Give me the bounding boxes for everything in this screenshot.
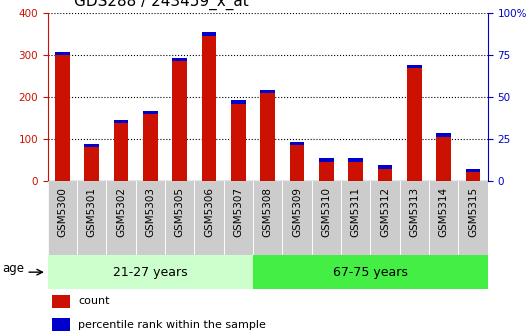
Text: GSM5305: GSM5305 (175, 187, 184, 237)
Bar (202, 32, 216, 181)
Bar (289, 141, 304, 145)
Bar (253, 181, 282, 255)
Bar (172, 57, 187, 61)
Text: age: age (2, 262, 24, 275)
Bar (84, 144, 99, 181)
Text: GSM5313: GSM5313 (409, 187, 419, 238)
Text: GSM5310: GSM5310 (321, 187, 331, 237)
Bar (231, 100, 246, 104)
Text: GSM5302: GSM5302 (116, 187, 126, 237)
Bar (143, 111, 158, 114)
Bar (172, 57, 187, 181)
Bar (466, 169, 480, 172)
Bar (48, 255, 253, 289)
Bar (289, 141, 304, 181)
Text: GSM5303: GSM5303 (145, 187, 155, 237)
Bar (341, 181, 370, 255)
Text: GSM5306: GSM5306 (204, 187, 214, 237)
Text: GSM5312: GSM5312 (380, 187, 390, 238)
Bar (429, 181, 458, 255)
Text: GSM5309: GSM5309 (292, 187, 302, 237)
Bar (55, 52, 69, 55)
Bar (253, 255, 488, 289)
Bar (319, 158, 334, 162)
Bar (143, 111, 158, 181)
Bar (260, 90, 275, 93)
Bar (52, 318, 69, 331)
Bar (312, 181, 341, 255)
Bar (55, 52, 69, 181)
Text: GSM5314: GSM5314 (439, 187, 448, 238)
Bar (202, 32, 216, 36)
Bar (84, 144, 99, 147)
Bar (231, 100, 246, 181)
Text: 21-27 years: 21-27 years (113, 266, 188, 279)
Bar (377, 166, 392, 169)
Text: GSM5300: GSM5300 (57, 187, 67, 237)
Text: GDS288 / 243459_x_at: GDS288 / 243459_x_at (74, 0, 249, 10)
Bar (224, 181, 253, 255)
Bar (107, 181, 136, 255)
Bar (436, 133, 451, 181)
Bar (348, 158, 363, 162)
Bar (466, 169, 480, 181)
Bar (165, 181, 195, 255)
Bar (136, 181, 165, 255)
Text: GSM5301: GSM5301 (87, 187, 96, 237)
Bar (436, 133, 451, 136)
Bar (319, 158, 334, 181)
Bar (113, 120, 128, 181)
Bar (48, 181, 77, 255)
Text: GSM5307: GSM5307 (233, 187, 243, 237)
Text: count: count (78, 296, 110, 306)
Text: GSM5311: GSM5311 (351, 187, 360, 238)
Text: percentile rank within the sample: percentile rank within the sample (78, 320, 267, 330)
Bar (377, 166, 392, 181)
Bar (77, 181, 107, 255)
Bar (52, 295, 69, 308)
Bar (407, 65, 422, 68)
Bar (370, 181, 400, 255)
Bar (195, 181, 224, 255)
Text: 67-75 years: 67-75 years (333, 266, 408, 279)
Text: GSM5308: GSM5308 (263, 187, 272, 237)
Text: GSM5315: GSM5315 (468, 187, 478, 238)
Bar (348, 158, 363, 181)
Bar (282, 181, 312, 255)
Bar (407, 65, 422, 181)
Bar (260, 90, 275, 181)
Bar (458, 181, 488, 255)
Bar (113, 120, 128, 123)
Bar (400, 181, 429, 255)
